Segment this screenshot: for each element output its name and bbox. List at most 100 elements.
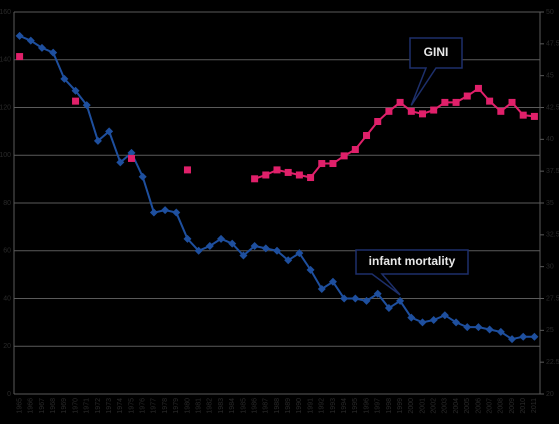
marker: [452, 98, 460, 106]
marker: [519, 111, 527, 119]
marker: [318, 160, 326, 168]
marker: [463, 323, 472, 332]
marker: [261, 244, 270, 253]
marker: [407, 107, 415, 115]
x-tick-label: 1973: [106, 398, 113, 414]
x-tick-label: 1966: [28, 398, 35, 414]
marker: [463, 92, 471, 100]
y2-tick-label: 27.5: [546, 295, 559, 302]
x-tick-label: 2008: [498, 398, 505, 414]
marker: [82, 101, 91, 110]
marker: [295, 249, 304, 258]
marker: [340, 152, 348, 160]
marker: [474, 84, 482, 92]
x-tick-label: 1975: [128, 398, 135, 414]
y-tick-label: 120: [0, 104, 11, 111]
marker: [519, 332, 528, 341]
marker: [530, 112, 538, 120]
marker: [317, 284, 326, 293]
x-tick-label: 1971: [84, 398, 91, 414]
marker: [430, 106, 438, 114]
marker: [49, 48, 58, 57]
marker: [374, 118, 382, 126]
marker: [530, 332, 539, 341]
marker: [418, 318, 427, 327]
marker: [60, 74, 69, 83]
x-tick-label: 2005: [464, 398, 471, 414]
x-tick-label: 1970: [72, 398, 79, 414]
y-tick-label: 40: [3, 295, 11, 302]
callout-text: infant mortality: [369, 254, 456, 268]
x-tick-label: 1967: [39, 398, 46, 414]
marker: [351, 146, 359, 154]
marker: [228, 239, 237, 248]
x-tick-label: 1999: [397, 398, 404, 414]
y-tick-label: 140: [0, 57, 11, 64]
x-tick-label: 1974: [117, 398, 124, 414]
marker: [26, 36, 35, 45]
marker: [105, 127, 114, 136]
y2-tick-label: 40: [546, 136, 554, 143]
y-tick-label: 60: [3, 248, 11, 255]
marker: [429, 315, 438, 324]
x-tick-label: 1991: [307, 398, 314, 414]
marker: [363, 132, 371, 140]
marker: [15, 31, 24, 40]
marker: [138, 172, 147, 181]
y2-tick-label: 32.5: [546, 232, 559, 239]
x-tick-label: 1989: [285, 398, 292, 414]
x-tick-label: 2007: [486, 398, 493, 414]
marker: [407, 313, 416, 322]
marker: [251, 175, 259, 183]
x-tick-label: 2003: [442, 398, 449, 414]
marker: [396, 98, 404, 106]
marker: [239, 251, 248, 260]
marker: [149, 208, 158, 217]
x-tick-label: 1969: [61, 398, 68, 414]
marker: [161, 206, 170, 215]
marker: [496, 327, 505, 336]
x-tick-label: 1990: [296, 398, 303, 414]
x-tick-label: 1965: [16, 398, 23, 414]
marker: [474, 323, 483, 332]
x-tick-label: 2002: [431, 398, 438, 414]
marker: [497, 107, 505, 115]
marker: [508, 98, 516, 106]
y2-tick-label: 20: [546, 391, 554, 398]
marker: [273, 166, 281, 174]
marker: [127, 148, 136, 157]
x-tick-label: 1994: [341, 398, 348, 414]
marker: [205, 241, 214, 250]
y-tick-label: 160: [0, 9, 11, 16]
x-tick-label: 1977: [151, 398, 158, 414]
x-tick-label: 1972: [95, 398, 102, 414]
x-tick-label: 1983: [218, 398, 225, 414]
x-tick-label: 1982: [207, 398, 214, 414]
x-tick-label: 1968: [50, 398, 57, 414]
marker: [440, 311, 449, 320]
y-tick-label: 80: [3, 200, 11, 207]
marker: [273, 246, 281, 255]
marker: [93, 136, 102, 145]
marker: [441, 98, 449, 106]
x-tick-label: 2011: [531, 398, 538, 413]
marker: [418, 110, 426, 118]
marker: [307, 174, 315, 182]
x-tick-label: 2010: [520, 398, 527, 414]
x-tick-label: 1976: [140, 398, 147, 414]
marker: [194, 246, 203, 255]
marker: [328, 277, 337, 286]
y2-tick-label: 50: [546, 9, 554, 16]
y-tick-label: 0: [7, 391, 11, 398]
x-tick-label: 1993: [330, 398, 337, 414]
y2-tick-label: 47.5: [546, 41, 559, 48]
marker: [485, 325, 494, 334]
marker: [373, 289, 382, 298]
marker: [172, 208, 181, 217]
marker: [385, 107, 393, 115]
marker: [37, 43, 46, 52]
marker: [250, 241, 259, 250]
x-tick-label: 1986: [251, 398, 258, 414]
x-tick-label: 1978: [162, 398, 169, 414]
marker: [116, 158, 125, 167]
